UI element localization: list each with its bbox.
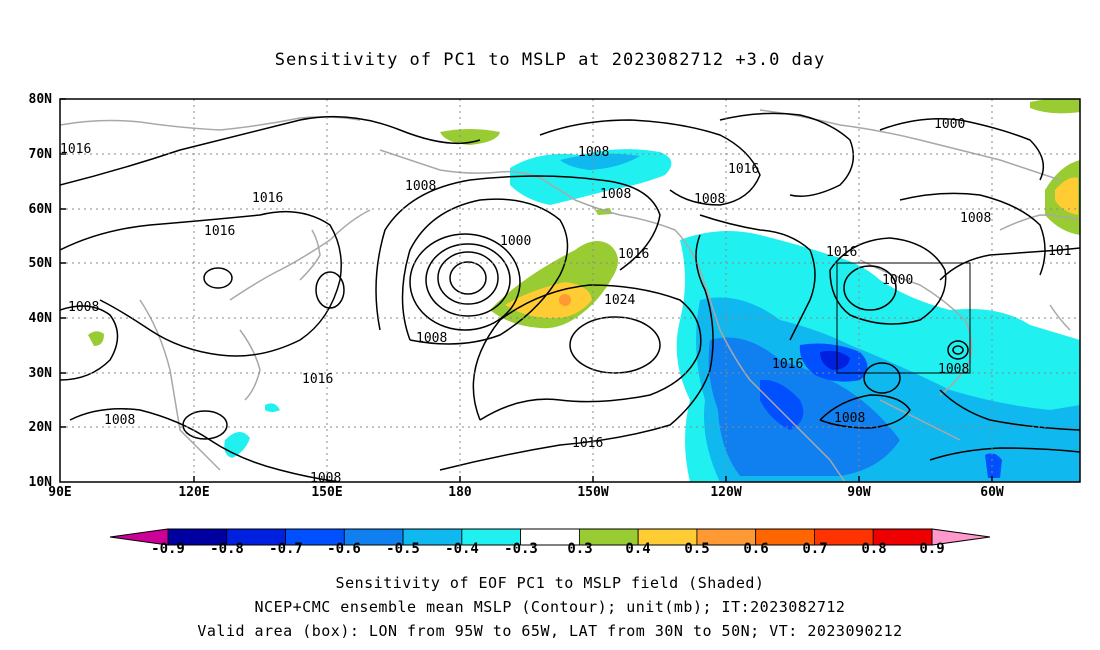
shade-positive bbox=[1030, 99, 1080, 114]
contour-label: 101 bbox=[1048, 244, 1071, 259]
lon-tick-label: 150E bbox=[311, 485, 343, 500]
contour-label: 1016 bbox=[252, 191, 283, 206]
shade-positive bbox=[440, 129, 500, 145]
lat-tick-label: 70N bbox=[28, 147, 52, 162]
contour-label: 1016 bbox=[618, 247, 649, 262]
lat-tick-label: 20N bbox=[28, 420, 52, 435]
colorbar-label: -0.9 bbox=[151, 541, 185, 557]
valid-area-box bbox=[836, 262, 971, 374]
lon-tick-label: 60W bbox=[980, 485, 1004, 500]
contour-label: 1016 bbox=[302, 372, 333, 387]
lon-tick-label: 90W bbox=[847, 485, 871, 500]
lon-tick-label: 150W bbox=[577, 485, 609, 500]
contour-label: 1008 bbox=[960, 211, 991, 226]
shade-negative bbox=[985, 453, 1002, 478]
mslp-contours bbox=[60, 112, 1080, 482]
contour-label: 1008 bbox=[600, 187, 631, 202]
colorbar-label: 0.5 bbox=[684, 541, 710, 557]
shade-negative bbox=[560, 153, 640, 170]
caption-line: NCEP+CMC ensemble mean MSLP (Contour); u… bbox=[254, 598, 846, 616]
contour-label: 1000 bbox=[934, 117, 965, 132]
colorbar bbox=[109, 528, 991, 546]
lat-tick-label: 30N bbox=[28, 366, 52, 381]
lat-tick-label: 10N bbox=[28, 475, 52, 490]
contour-label: 1016 bbox=[728, 162, 759, 177]
colorbar-label: -0.3 bbox=[504, 541, 538, 557]
colorbar-label: 0.4 bbox=[625, 541, 651, 557]
contour-label: 1008 bbox=[578, 145, 609, 160]
colorbar-high-arrow bbox=[932, 529, 990, 545]
map-title: Sensitivity of PC1 to MSLP at 2023082712… bbox=[274, 50, 826, 70]
shade-positive bbox=[88, 331, 104, 346]
axis-ticks bbox=[60, 98, 993, 482]
lat-tick-label: 40N bbox=[28, 311, 52, 326]
contour-label: 1008 bbox=[694, 192, 725, 207]
plot-frame bbox=[59, 98, 1081, 483]
colorbar-label: -0.4 bbox=[445, 541, 479, 557]
lat-tick-label: 60N bbox=[28, 202, 52, 217]
lon-tick-label: 90E bbox=[48, 485, 72, 500]
colorbar-label: 0.7 bbox=[802, 541, 828, 557]
lon-tick-label: 120W bbox=[710, 485, 742, 500]
shade-positive bbox=[505, 282, 592, 319]
colorbar-label: -0.7 bbox=[269, 541, 303, 557]
shade-positive bbox=[1055, 177, 1078, 215]
colorbar-label: 0.6 bbox=[743, 541, 769, 557]
contour-label: 1008 bbox=[416, 331, 447, 346]
lat-tick-label: 80N bbox=[28, 92, 52, 107]
shade-negative bbox=[708, 337, 900, 476]
colorbar-label: 0.3 bbox=[567, 541, 593, 557]
colorbar-low-arrow bbox=[110, 529, 168, 545]
shade-positive bbox=[559, 294, 571, 306]
contour-label: 1016 bbox=[204, 224, 235, 239]
shade-positive bbox=[595, 208, 612, 215]
contour-label: 1016 bbox=[60, 142, 91, 157]
lat-tick-label: 50N bbox=[28, 256, 52, 271]
contour-label: 1008 bbox=[104, 413, 135, 428]
contour-label: 1016 bbox=[572, 436, 603, 451]
contour-label: 1016 bbox=[772, 357, 803, 372]
contour-label: 1008 bbox=[405, 179, 436, 194]
colorbar-label: -0.6 bbox=[327, 541, 361, 557]
caption-line: Valid area (box): LON from 95W to 65W, L… bbox=[197, 622, 903, 640]
lon-tick-label: 180 bbox=[448, 485, 472, 500]
contour-label: 1008 bbox=[938, 362, 969, 377]
colorbar-label: 0.9 bbox=[919, 541, 945, 557]
shaded-sensitivity bbox=[88, 99, 1080, 482]
contour-label: 1024 bbox=[604, 293, 635, 308]
shade-negative bbox=[224, 431, 250, 458]
contour-label: 1000 bbox=[882, 273, 913, 288]
contour-label: 1008 bbox=[834, 411, 865, 426]
gridlines bbox=[60, 99, 1080, 482]
contour-label: 1000 bbox=[500, 234, 531, 249]
contour-label: 1008 bbox=[68, 300, 99, 315]
colorbar-label: 0.8 bbox=[861, 541, 887, 557]
colorbar-label: -0.8 bbox=[210, 541, 244, 557]
colorbar-label: -0.5 bbox=[386, 541, 420, 557]
lon-tick-label: 120E bbox=[178, 485, 210, 500]
contour-label: 1008 bbox=[310, 471, 341, 486]
shade-negative bbox=[760, 379, 804, 430]
shade-negative bbox=[820, 350, 850, 370]
caption-line: Sensitivity of EOF PC1 to MSLP field (Sh… bbox=[335, 574, 765, 592]
contour-label: 1016 bbox=[826, 245, 857, 260]
shade-negative bbox=[265, 403, 280, 412]
contour-labels: 1016 1016 1016 1008 1008 1008 1008 1016 … bbox=[60, 117, 1071, 486]
shade-negative bbox=[510, 149, 672, 205]
